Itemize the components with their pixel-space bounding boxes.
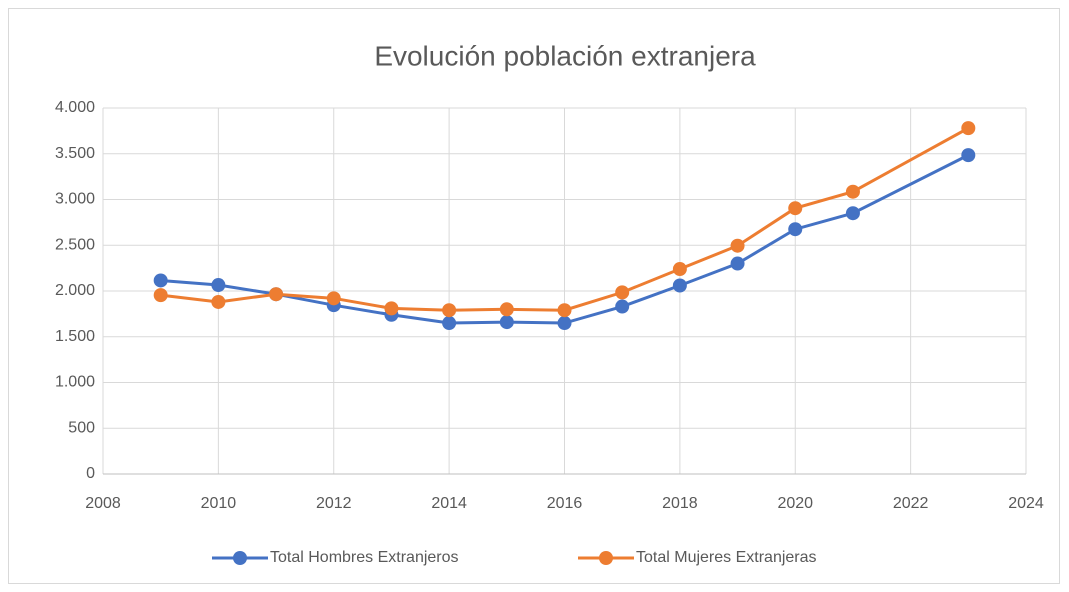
y-tick-label: 500	[68, 419, 95, 436]
y-tick-label: 0	[86, 465, 95, 482]
chart-title: Evolución población extranjera	[374, 40, 756, 71]
data-point	[845, 184, 860, 199]
data-point	[730, 256, 745, 271]
data-point	[442, 316, 457, 331]
data-point	[788, 222, 803, 237]
data-point	[672, 278, 687, 293]
x-tick-label: 2008	[85, 495, 121, 512]
data-point	[384, 301, 399, 316]
data-point	[557, 303, 572, 318]
data-point	[672, 262, 687, 277]
data-point	[153, 288, 168, 303]
y-tick-label: 2.500	[55, 236, 95, 253]
y-tick-label: 2.000	[55, 282, 95, 299]
data-point	[153, 273, 168, 288]
data-point	[730, 238, 745, 253]
data-point	[326, 291, 341, 306]
data-point	[499, 302, 514, 317]
x-tick-label: 2014	[431, 495, 467, 512]
series-line	[160, 126, 970, 312]
x-tick-label: 2016	[547, 495, 583, 512]
y-tick-label: 1.000	[55, 374, 95, 391]
x-tick-label: 2018	[662, 495, 698, 512]
data-point	[442, 303, 457, 318]
data-point	[269, 287, 284, 302]
x-tick-label: 2020	[777, 495, 813, 512]
legend-marker	[233, 551, 247, 565]
y-tick-label: 1.500	[55, 328, 95, 345]
y-tick-label: 3.000	[55, 191, 95, 208]
data-point	[961, 121, 976, 136]
legend-marker	[599, 551, 613, 565]
y-tick-label: 3.500	[55, 145, 95, 162]
data-point	[615, 299, 630, 314]
x-tick-label: 2010	[201, 495, 237, 512]
x-tick-label: 2024	[1008, 495, 1044, 512]
chart-border	[8, 8, 1060, 584]
legend-label: Total Mujeres Extranjeras	[636, 549, 817, 566]
data-point	[961, 148, 976, 163]
data-point	[557, 316, 572, 331]
y-tick-label: 4.000	[55, 99, 95, 116]
data-point	[211, 294, 226, 309]
data-point	[788, 201, 803, 216]
data-point	[845, 206, 860, 221]
data-point	[211, 278, 226, 293]
x-tick-label: 2012	[316, 495, 352, 512]
data-point	[615, 285, 630, 300]
x-tick-label: 2022	[893, 495, 929, 512]
data-point	[499, 315, 514, 330]
legend-label: Total Hombres Extranjeros	[270, 549, 459, 566]
